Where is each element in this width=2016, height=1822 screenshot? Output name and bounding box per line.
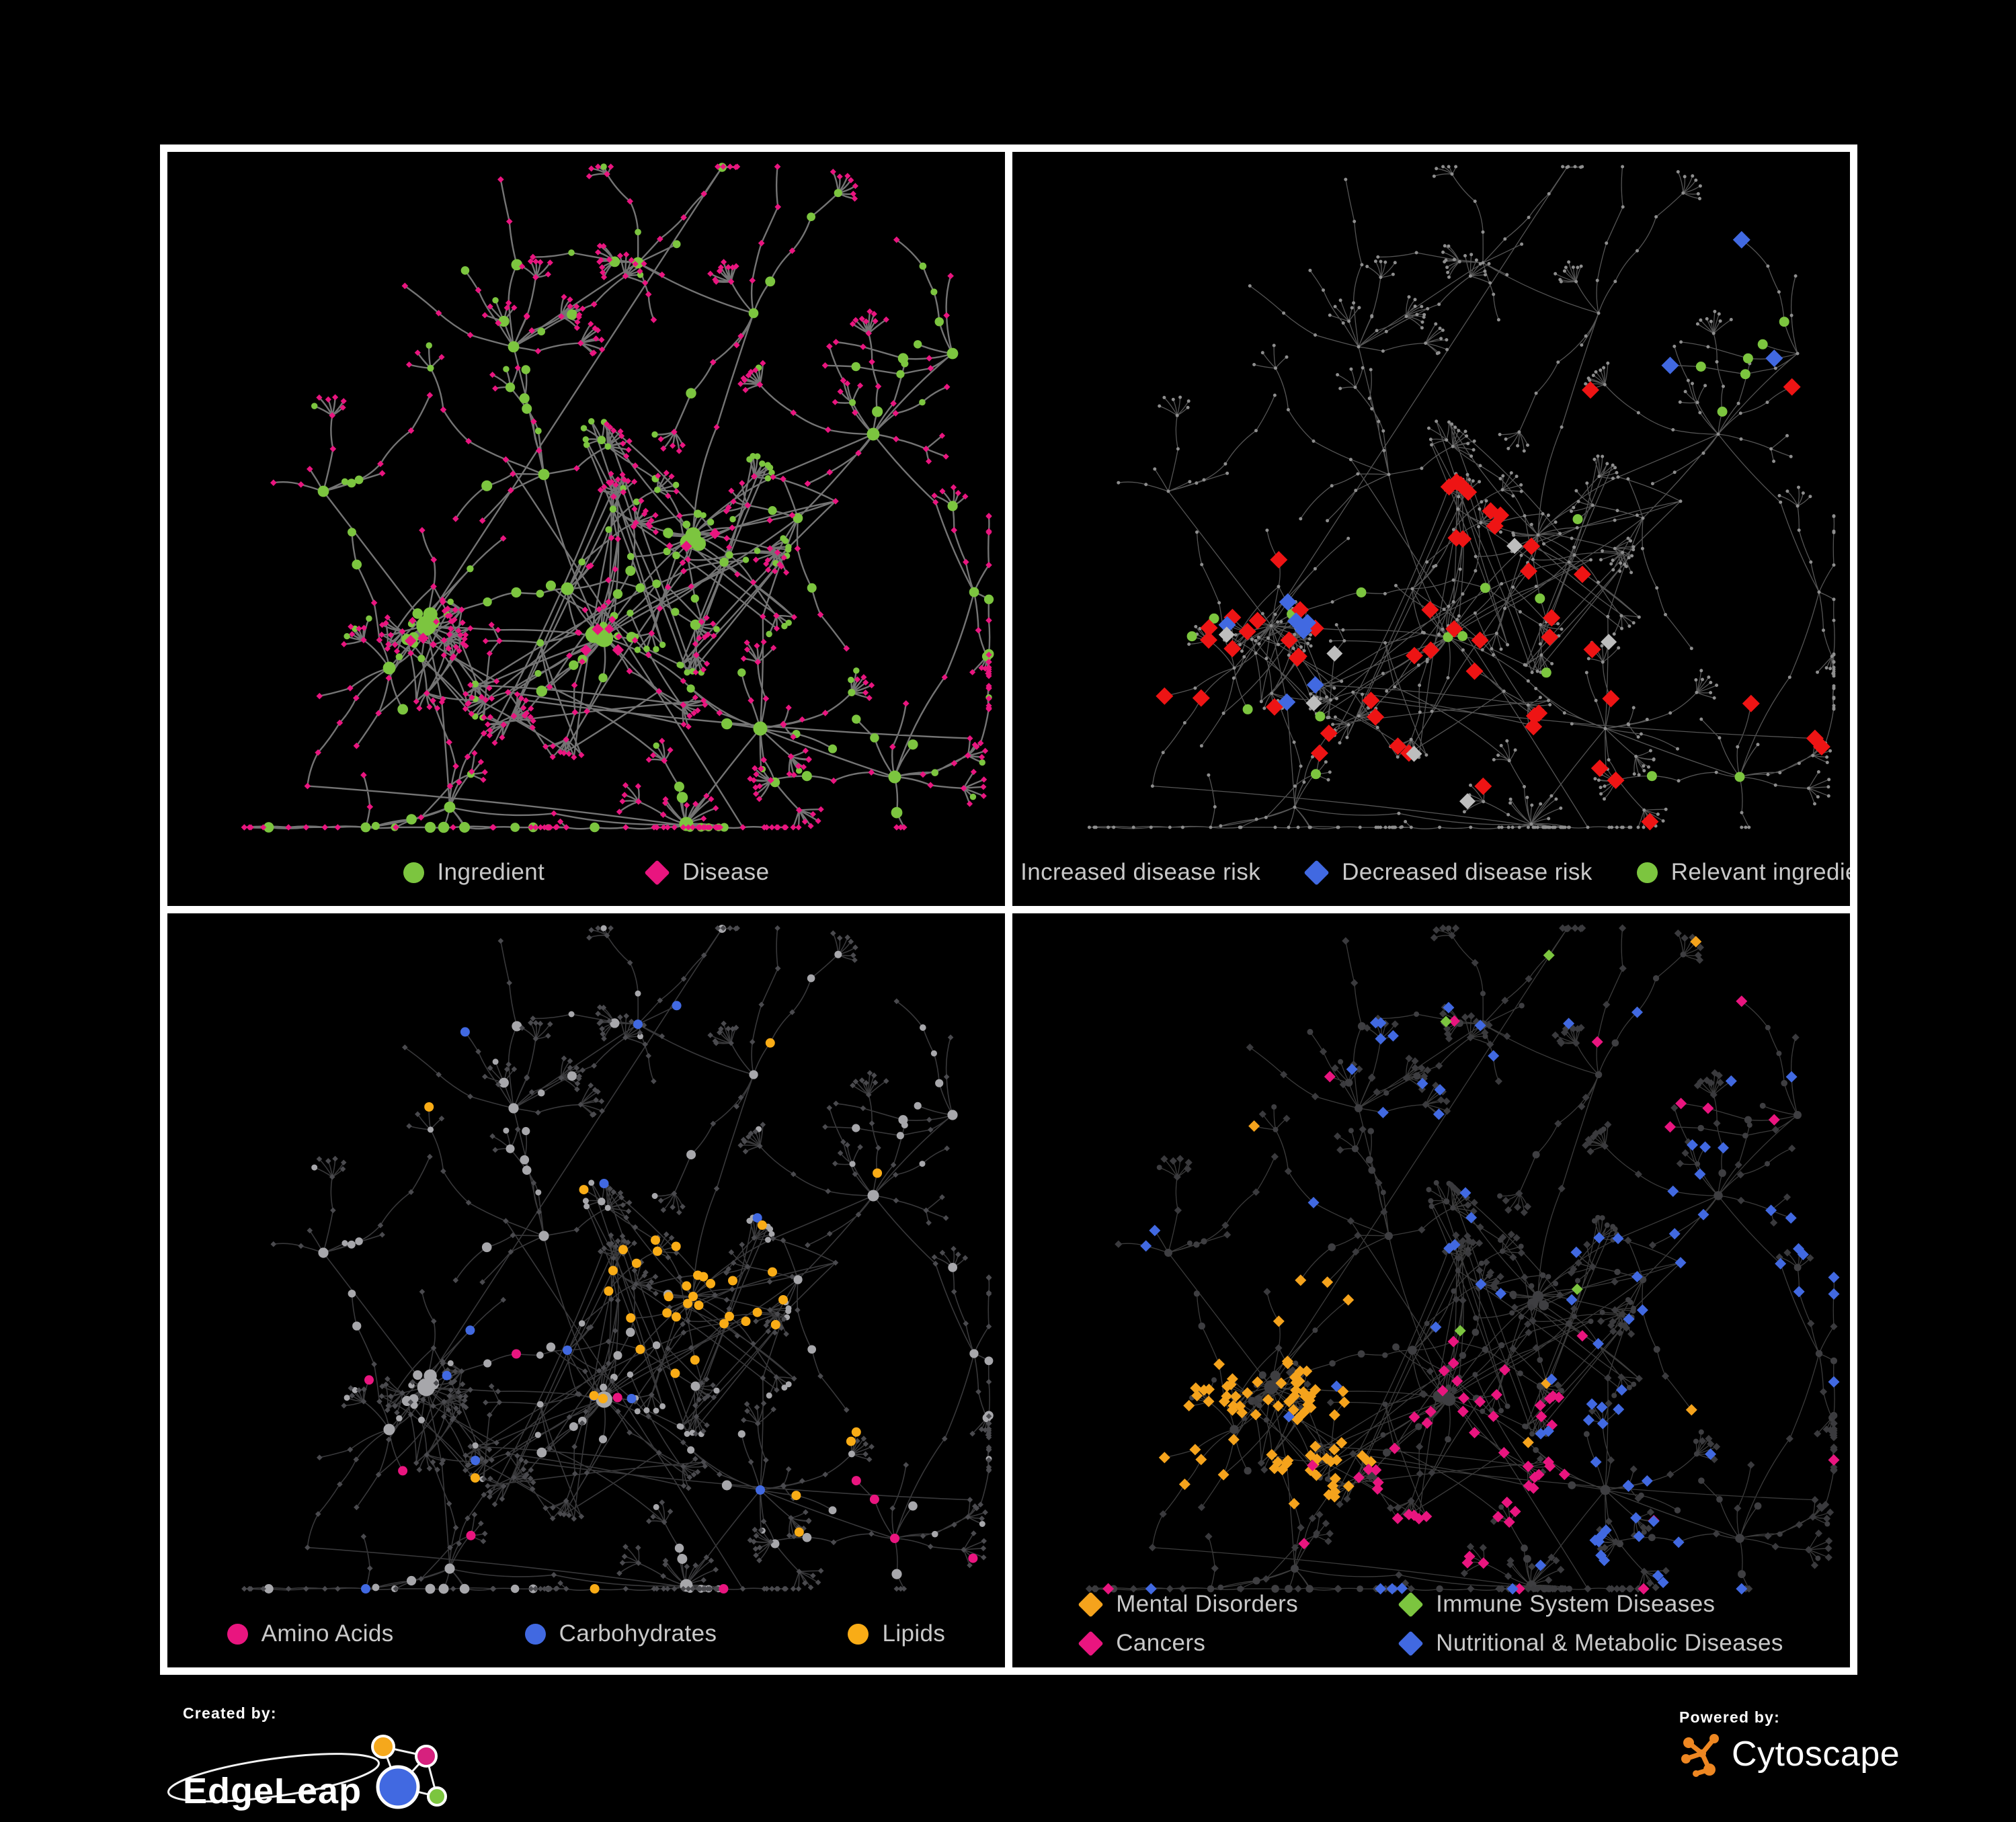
cytoscape-logo: Powered by: Cytoscape bbox=[1679, 1708, 1900, 1779]
diamond-swatch bbox=[644, 859, 670, 886]
network-graph-disease-categories bbox=[1085, 924, 1840, 1595]
panel-disease-categories: Mental Disorders Cancers Immune System Dis… bbox=[1012, 913, 1850, 1667]
legend-label: Lipids bbox=[882, 1620, 946, 1647]
panel-disease-risk: Increased disease risk Decreased disease … bbox=[1012, 152, 1850, 906]
edgeleap-brand-row: EdgeLeap bbox=[167, 1724, 458, 1811]
edgeleap-network-glyph bbox=[371, 1735, 448, 1809]
legend-item: Relevant ingredient bbox=[1636, 859, 1850, 886]
edgeleap-logo: Created by: EdgeLeap bbox=[167, 1704, 458, 1811]
legend-ingredient-disease: Ingredient Disease bbox=[167, 859, 1005, 886]
legend-item: Increased disease risk bbox=[1012, 859, 1260, 886]
legend-label: Cancers bbox=[1116, 1630, 1206, 1656]
legend-disease-risk: Increased disease risk Decreased disease … bbox=[1012, 859, 1850, 886]
swoosh-icon bbox=[167, 1753, 380, 1803]
legend-label: Increased disease risk bbox=[1020, 859, 1261, 885]
legend-item: Immune System Diseases bbox=[1398, 1591, 1783, 1618]
legend-label: Ingredient bbox=[437, 859, 545, 885]
glyph-magenta-node bbox=[415, 1745, 438, 1768]
legend-item: Disease bbox=[644, 859, 770, 886]
legend-label: Immune System Diseases bbox=[1436, 1591, 1716, 1617]
legend-label: Amino Acids bbox=[261, 1620, 394, 1647]
legend-item: Amino Acids bbox=[227, 1620, 394, 1647]
diamond-swatch bbox=[1078, 1591, 1104, 1618]
panel-grid: Ingredient Disease Increased disease risk… bbox=[160, 144, 1857, 1675]
legend-label: Nutritional & Metabolic Diseases bbox=[1436, 1630, 1783, 1656]
edgeleap-wordmark: EdgeLeap bbox=[183, 1770, 362, 1811]
network-graph-disease-risk bbox=[1087, 165, 1836, 831]
cytoscape-brand-row: Cytoscape bbox=[1679, 1729, 1900, 1779]
legend-item: Nutritional & Metabolic Diseases bbox=[1398, 1630, 1783, 1657]
circle-swatch bbox=[403, 862, 424, 883]
cytoscape-network-glyph bbox=[1681, 1734, 1719, 1777]
diamond-swatch bbox=[1078, 1630, 1104, 1657]
network-graph-ingredient-disease bbox=[241, 163, 994, 833]
glyph-blue-node bbox=[376, 1765, 420, 1809]
legend-item: Mental Disorders bbox=[1078, 1591, 1299, 1618]
legend-label: Carbohydrates bbox=[559, 1620, 717, 1647]
legend-disease-categories: Mental Disorders Cancers Immune System Dis… bbox=[1012, 1591, 1850, 1657]
legend-item: Lipids bbox=[848, 1620, 945, 1647]
legend-item: Cancers bbox=[1078, 1630, 1298, 1657]
circle-swatch bbox=[227, 1623, 248, 1645]
diamond-swatch bbox=[1303, 859, 1330, 886]
legend-label: Mental Disorders bbox=[1116, 1591, 1299, 1617]
glyph-green-node bbox=[427, 1786, 448, 1807]
diamond-swatch bbox=[1398, 1630, 1424, 1657]
legend-label: Decreased disease risk bbox=[1342, 859, 1592, 885]
network-graph-macronutrients bbox=[241, 924, 994, 1594]
created-by-label: Created by: bbox=[183, 1704, 277, 1722]
circle-swatch bbox=[524, 1623, 546, 1645]
powered-by-label: Powered by: bbox=[1679, 1708, 1780, 1726]
legend-macronutrients: Amino Acids Carbohydrates Lipids bbox=[167, 1620, 1005, 1647]
legend-label: Relevant ingredient bbox=[1670, 859, 1850, 885]
legend-label: Disease bbox=[682, 859, 770, 885]
legend-item: Ingredient bbox=[403, 859, 545, 886]
circle-swatch bbox=[1636, 862, 1658, 883]
cytoscape-wordmark: Cytoscape bbox=[1732, 1735, 1900, 1774]
circle-swatch bbox=[848, 1623, 869, 1645]
legend-item: Decreased disease risk bbox=[1303, 859, 1592, 886]
panel-macronutrients: Amino Acids Carbohydrates Lipids bbox=[167, 913, 1005, 1667]
glyph-orange-node bbox=[371, 1735, 396, 1759]
legend-item: Carbohydrates bbox=[524, 1620, 717, 1647]
panel-ingredient-disease: Ingredient Disease bbox=[167, 152, 1005, 906]
diamond-swatch bbox=[1398, 1591, 1424, 1618]
